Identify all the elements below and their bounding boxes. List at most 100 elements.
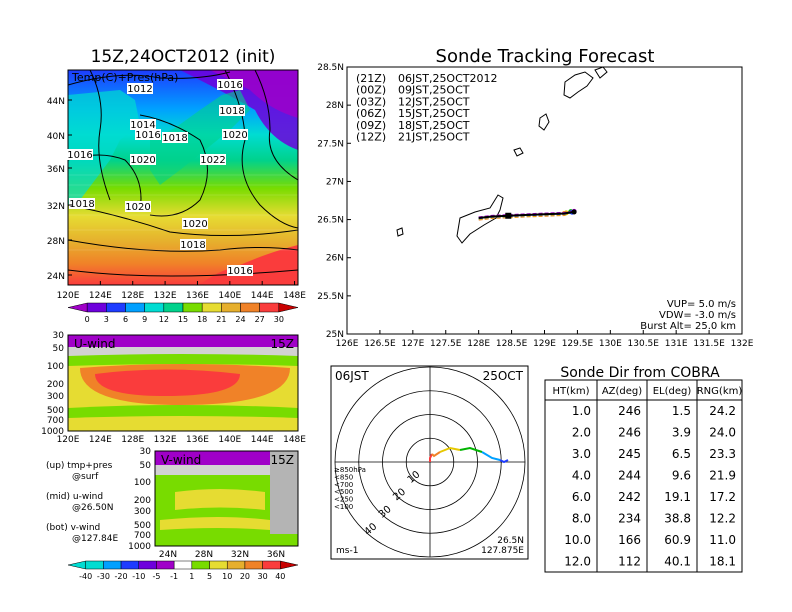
isobar-label-bg (130, 119, 156, 130)
table-cell: 18.1 (709, 555, 736, 569)
isobar-label-bg (227, 265, 253, 276)
left-title: 15Z,24OCT2012 (init) (91, 47, 276, 67)
wind-colorbar-swatch (262, 560, 281, 570)
launch-legend-tag: (03Z) (356, 95, 386, 108)
isobar-label: 1020 (130, 155, 155, 166)
forecast-lon-tick-label: 131E (665, 339, 688, 349)
wind-colorbar-swatch (280, 560, 299, 570)
hodograph-segment (499, 459, 509, 464)
isobar-label: 1018 (162, 133, 187, 144)
launch-legend-tag: (06Z) (356, 107, 386, 120)
table-cell: 12.2 (709, 512, 736, 526)
temperature-colorbar-tick: 15 (178, 315, 188, 324)
map-panel-label: Temp(C)+Pres(hPa) (71, 71, 178, 84)
v-wind-y-tick-label: 50 (140, 461, 152, 471)
u-wind-frame (67, 334, 299, 432)
u-wind-x-tick-label: 136E (186, 435, 209, 445)
forecast-frame (346, 66, 743, 335)
forecast-lon-tick-label: 127.5E (430, 339, 462, 349)
forecast-lon-tick-label: 131.5E (693, 339, 725, 349)
temperature-colorbar: 0 3 6 9 12 15 18 21 24 27 30 (67, 302, 299, 324)
wind-colorbar-swatch (209, 560, 228, 570)
forecast-lon-ticks: 126E 126.5E 127E 127.5E 128E 128.5E 129E 129.5E… (336, 330, 754, 349)
isobar-label-bg (135, 129, 161, 140)
wind-colorbar-tick: 30 (258, 572, 268, 581)
launch-legend-tag: (12Z) (356, 131, 386, 144)
forecast-lat-tick-label: 26N (326, 254, 344, 264)
table-cell: 11.0 (709, 533, 736, 547)
sonde-landing-point (571, 209, 577, 215)
u-wind-label: U-wind (74, 337, 115, 351)
table-header-cell: AZ(deg) (602, 386, 642, 397)
v-wind-frame (154, 450, 299, 547)
map-lat-tick-label: 36N (47, 165, 65, 175)
wind-colorbar-swatch (120, 560, 140, 570)
v-wind-y-tick-label: 1000 (128, 542, 151, 552)
balloon-parameter-line: Burst Alt= 25.0 km (640, 321, 736, 332)
map-lat-tick-label: 40N (47, 132, 65, 142)
launch-site-marker (505, 212, 512, 219)
isobar-label: 1020 (125, 202, 150, 213)
temperature-colorbar-tick: 21 (216, 315, 226, 324)
forecast-coastlines (396, 67, 608, 244)
table-cell: 40.1 (664, 555, 691, 569)
isobar-label: 1014 (130, 120, 155, 131)
table-cell: 246 (618, 426, 641, 440)
launch-legend-tag: (00Z) (356, 84, 386, 97)
hodograph-segment (459, 446, 483, 453)
table-header-cell: HT(km) (553, 386, 590, 397)
launch-legend-time: 21JST,25OCT (398, 131, 470, 144)
table-cell: 3.0 (572, 447, 591, 461)
forecast-lon-tick-label: 127E (401, 339, 424, 349)
u-wind-y-tick-label: 30 (53, 331, 65, 341)
table-cell: 24.2 (709, 404, 736, 418)
table-cell: 1.5 (672, 404, 691, 418)
table-cell: 242 (618, 490, 641, 504)
wind-colorbar-tick: -30 (97, 572, 110, 581)
u-wind-y-tick-label: 200 (47, 380, 64, 390)
v-wind-y-tick-label: 700 (134, 531, 151, 541)
isobar-label-bg (200, 154, 226, 165)
isobar-label: 1018 (180, 240, 205, 251)
temperature-colorbar-tick: 6 (123, 315, 128, 324)
temperature-colorbar-swatch (106, 302, 126, 313)
map-lon-tick-label: 120E (57, 291, 80, 301)
polar-lat: 26.5N (497, 536, 524, 546)
table-cell: 244 (618, 469, 641, 483)
wind-colorbar-swatch (103, 560, 122, 570)
forecast-lon-tick-label: 126E (336, 339, 359, 349)
sonde-track-line (478, 210, 575, 219)
map-lat-tick-label: 32N (47, 202, 65, 212)
table-cell: 6.5 (672, 447, 691, 461)
table-cell: 10.0 (564, 533, 591, 547)
forecast-lat-tick-label: 28.5N (317, 63, 344, 73)
table-cell: 24.0 (709, 426, 736, 440)
isobar-label: 1020 (182, 219, 207, 230)
isobar-label-bg (217, 79, 243, 90)
v-wind-x-ticks: 24N 28N 32N 36N (159, 550, 285, 560)
isobar-label: 1016 (217, 80, 242, 91)
wind-colorbar-swatch (226, 560, 246, 570)
isobar-label-bg (130, 154, 156, 165)
table-cell: 3.9 (672, 426, 691, 440)
wind-colorbar-swatch (138, 560, 157, 570)
v-wind-x-tick-label: 36N (267, 550, 285, 560)
v-wind-y-tick-label: 100 (134, 478, 151, 488)
table-cell: 8.0 (572, 512, 591, 526)
forecast-lat-tick-label: 28N (326, 101, 344, 111)
isobar-label-bg (125, 201, 151, 212)
temperature-colorbar-swatch (86, 302, 107, 313)
launch-legend-time: 09JST,25OCT (398, 84, 470, 97)
map-lon-tick-label: 124E (89, 291, 112, 301)
v-wind-y-tick-label: 200 (134, 496, 151, 506)
v-wind-y-tick-label: 300 (134, 507, 151, 517)
temperature-map (68, 70, 298, 285)
launch-legend-time: 18JST,25OCT (398, 119, 470, 132)
temperature-colorbar-tick: 24 (235, 315, 245, 324)
isobar-label-bg (127, 83, 153, 94)
u-wind-y-tick-label: 1000 (41, 427, 64, 437)
wind-colorbar-tick: -5 (152, 572, 160, 581)
